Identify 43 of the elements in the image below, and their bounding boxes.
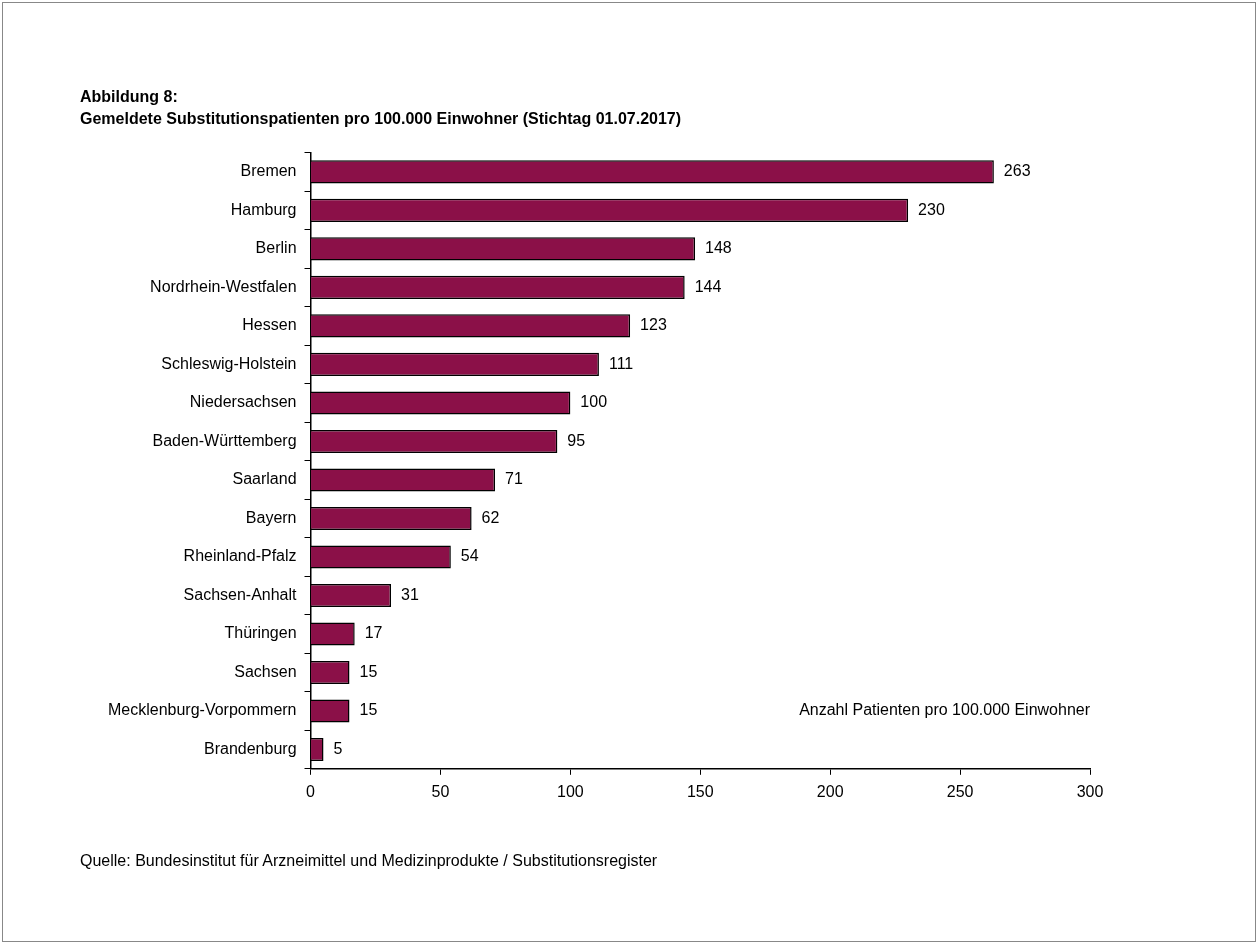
x-tick-label: 0 [306, 782, 316, 800]
y-tick-label: Brandenburg [204, 739, 297, 757]
y-tick-label: Thüringen [224, 624, 297, 642]
data-label: 62 [481, 508, 500, 526]
y-tick-label: Bremen [240, 162, 297, 180]
y-tick-label: Nordrhein-Westfalen [150, 277, 297, 295]
y-tick-label: Mecklenburg-Vorpommern [107, 701, 297, 719]
y-tick-label: Sachsen-Anhalt [183, 585, 298, 603]
x-tick-label: 200 [816, 782, 844, 800]
y-tick-label: Hamburg [230, 200, 297, 218]
data-label: 15 [359, 701, 378, 719]
x-tick-label: 150 [686, 782, 714, 800]
data-label: 123 [640, 316, 667, 334]
x-tick-label: 50 [431, 782, 450, 800]
data-label: 17 [364, 624, 383, 642]
y-tick-label: Berlin [255, 239, 297, 257]
text: Abbildung 8: [80, 87, 179, 107]
data-label: 95 [567, 431, 586, 449]
x-axis-title: Anzahl Patienten pro 100.000 Einwohner [799, 701, 1091, 719]
data-label: 31 [401, 585, 419, 603]
y-tick-label: Hessen [242, 316, 297, 334]
data-label: 144 [694, 277, 722, 295]
data-label: 230 [918, 200, 945, 218]
chart-subtitle: Gemeldete Substitutionspatienten pro 100.000 Einwohner (Stichtag 01.07.2017) [80, 109, 682, 129]
data-label: 5 [333, 739, 343, 757]
data-label: 71 [505, 470, 523, 488]
y-tick-label: Niedersachsen [189, 393, 297, 411]
x-tick-label: 100 [557, 782, 584, 800]
x-tick-label: 250 [946, 782, 974, 800]
y-tick-label: Schleswig-Holstein [161, 354, 297, 372]
data-label: 111 [608, 354, 634, 372]
x-tick-label: 300 [1076, 782, 1104, 800]
source-note: Quelle: Bundesinstitut für Arzneimittel und Medizinprodukte / Substitutionsregister [80, 852, 658, 870]
data-label: 54 [460, 547, 479, 565]
y-tick-label: Bayern [245, 508, 297, 526]
data-label: 263 [1003, 162, 1031, 180]
y-tick-label: Sachsen [234, 662, 297, 680]
data-label: 100 [580, 393, 608, 411]
y-tick-label: Saarland [232, 470, 297, 488]
y-tick-label: Rheinland-Pfalz [183, 547, 297, 565]
y-tick-label: Baden-Württemberg [152, 431, 297, 449]
data-label: 148 [705, 239, 732, 257]
data-label: 15 [359, 662, 378, 680]
